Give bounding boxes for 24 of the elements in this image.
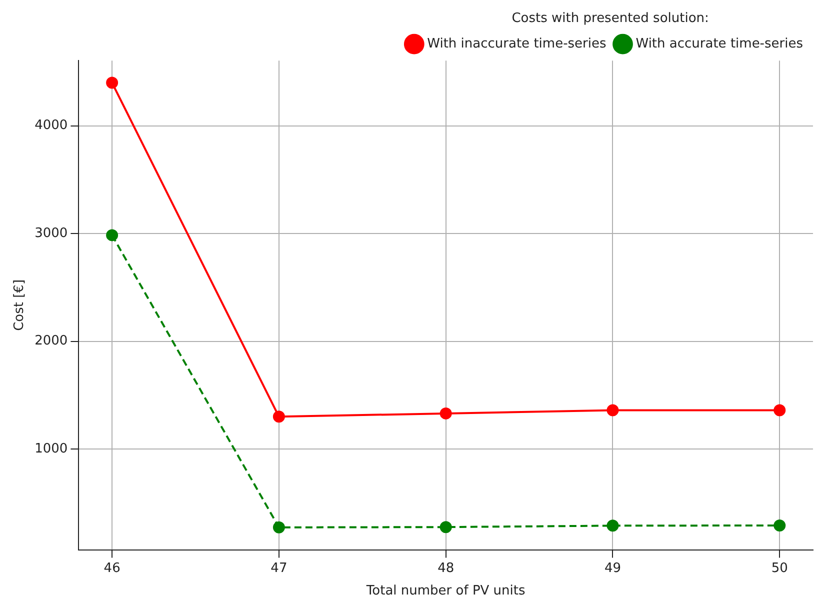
point [272,410,285,423]
x-tick-label: 47 [270,560,288,576]
point [774,519,786,532]
x-axis-title: Total number of PV units [365,584,526,599]
point [440,407,452,420]
y-tick-label: 4000 [34,118,68,134]
y-tick-label: 2000 [34,334,68,349]
x-tick-label: 50 [771,560,788,576]
point [440,521,452,534]
x-tick-label: 46 [104,560,120,576]
point [272,521,285,534]
point [106,76,118,89]
point [774,404,786,416]
legend-label: With accurate time-series [636,36,804,52]
y-tick-label: 3000 [34,226,68,241]
point [606,520,619,532]
x-tick-label: 48 [438,560,454,576]
x-tick-label: 49 [604,560,622,576]
legend-label: With inaccurate time-series [427,36,606,52]
y-axis-title: Cost [€] [12,279,28,331]
point [106,229,118,242]
point [606,404,619,416]
legend-title: Costs with presented solution: [512,10,709,26]
y-tick-label: 1000 [34,441,68,456]
